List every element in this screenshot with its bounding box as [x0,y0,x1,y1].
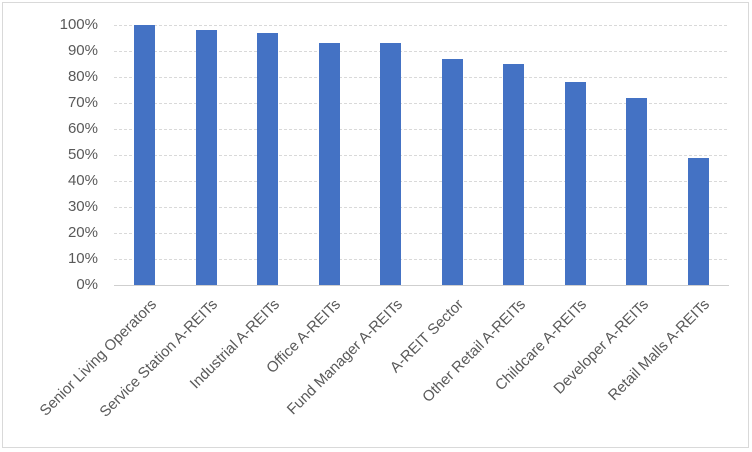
y-tick-label: 100% [59,16,98,33]
gridline [114,103,729,104]
y-tick-label: 40% [67,172,98,189]
bar [134,25,156,285]
bar [257,32,279,285]
gridline [114,77,729,78]
gridline [114,181,729,182]
y-tick-label: 30% [67,198,98,215]
gridline [114,233,729,234]
gridline [114,129,729,130]
gridline [114,207,729,208]
bar [318,43,340,285]
y-tick-label: 80% [67,68,98,85]
x-axis-line [114,285,729,286]
bar [195,30,217,285]
gridline [114,259,729,260]
bar [626,97,648,285]
bar [441,58,463,285]
y-tick-label: 10% [67,250,98,267]
bar [564,82,586,285]
gridline [114,25,729,26]
y-tick-label: 0% [76,276,98,293]
gridline [114,51,729,52]
y-tick-label: 90% [67,42,98,59]
bar [687,157,709,285]
y-tick-label: 50% [67,146,98,163]
y-tick-label: 70% [67,94,98,111]
bar [380,43,402,285]
gridline [114,155,729,156]
y-tick-label: 60% [67,120,98,137]
bar [503,64,525,285]
y-tick-label: 20% [67,224,98,241]
